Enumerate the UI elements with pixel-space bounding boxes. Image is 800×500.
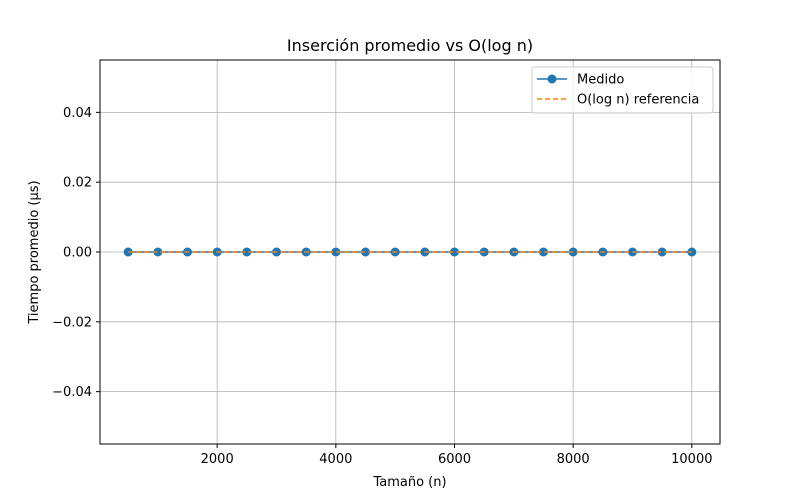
data-point-medido — [242, 247, 252, 257]
data-point-medido — [449, 247, 459, 257]
data-point-medido — [538, 247, 548, 257]
data-point-medido — [361, 247, 371, 257]
x-axis-label: Tamaño (n) — [372, 475, 446, 490]
legend-label-referencia: O(log n) referencia — [577, 93, 699, 108]
data-point-medido — [153, 247, 163, 257]
legend: Medido O(log n) referencia — [531, 66, 714, 114]
y-tick-label: 0.02 — [63, 176, 92, 191]
y-axis-label: Tiempo promedio (µs) — [27, 180, 42, 324]
y-tick-label: 0.04 — [63, 106, 92, 121]
legend-frame — [531, 66, 714, 114]
y-tick-label: −0.04 — [52, 385, 92, 400]
data-point-medido — [331, 247, 341, 257]
legend-marker-medido — [547, 74, 557, 84]
y-tick-label: 0.00 — [63, 246, 92, 261]
y-tick-label: −0.02 — [52, 315, 92, 330]
x-tick-label: 8000 — [557, 452, 590, 467]
x-tick-label: 10000 — [671, 452, 712, 467]
x-tick-label: 2000 — [201, 452, 234, 467]
x-tick-label: 6000 — [438, 452, 471, 467]
series-area — [123, 247, 697, 257]
data-point-medido — [657, 247, 667, 257]
legend-label-medido: Medido — [577, 73, 624, 88]
chart-title: Inserción promedio vs O(log n) — [287, 36, 533, 55]
x-tick-label: 4000 — [319, 452, 352, 467]
axis-ticks: 2000 4000 6000 8000 10000 −0.04 −0.02 0.00 0.02 0… — [52, 106, 712, 467]
